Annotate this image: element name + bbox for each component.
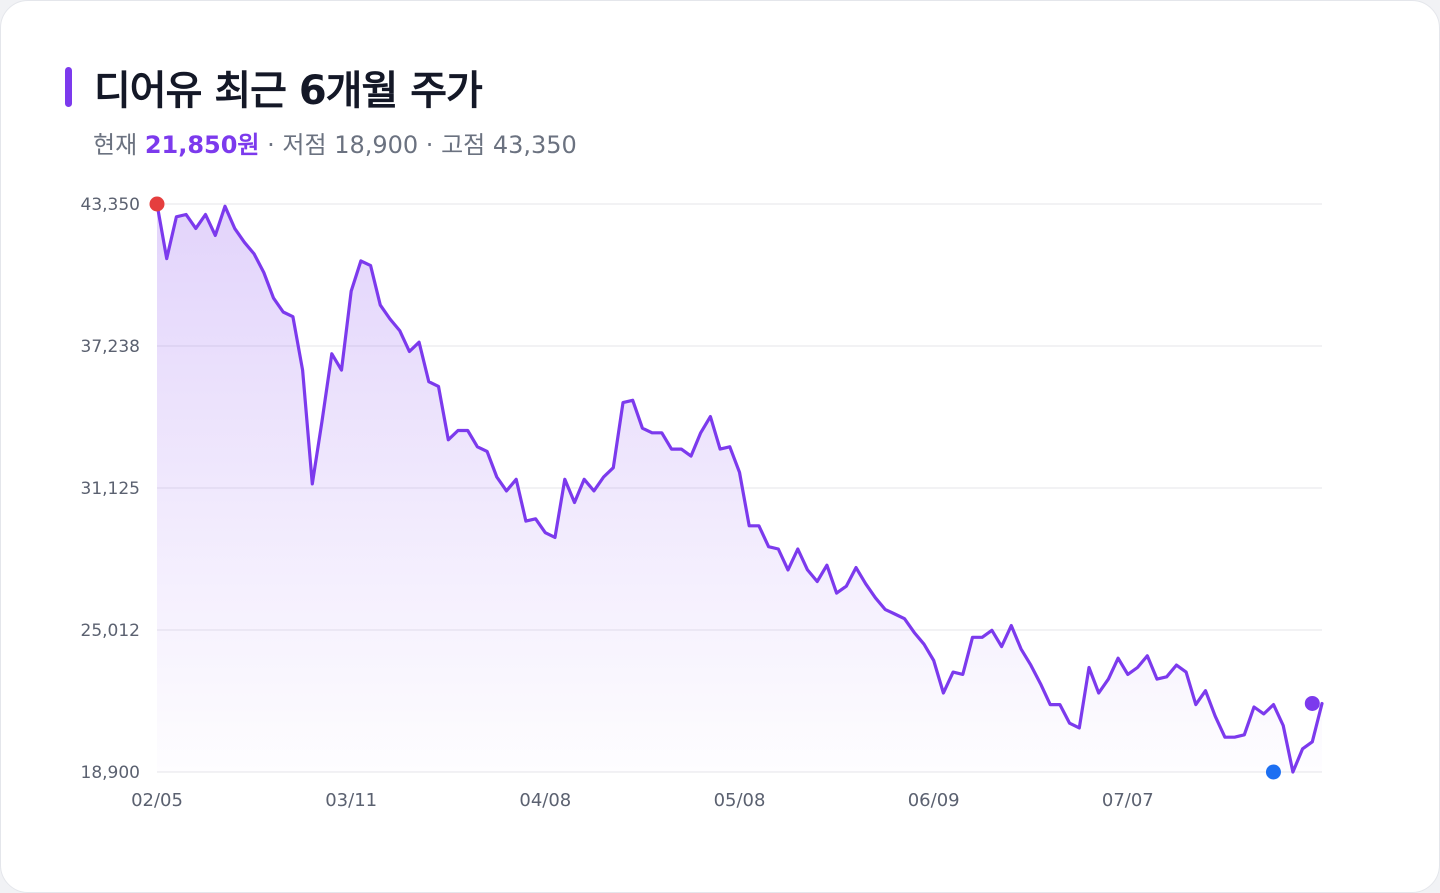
low-price: 저점 18,900 — [282, 131, 419, 159]
current-price: 21,850원 — [144, 131, 260, 159]
chart-title: 디어유 최근 6개월 주가 — [94, 68, 483, 114]
x-tick-label: 06/09 — [908, 790, 960, 811]
separator: · — [418, 131, 442, 159]
y-tick-label: 25,012 — [81, 621, 140, 641]
x-tick-label: 03/11 — [325, 790, 377, 811]
high-point-marker — [149, 196, 165, 212]
x-tick-label: 05/08 — [714, 790, 766, 811]
y-tick-label: 43,350 — [81, 195, 140, 215]
title-row: 디어유 최근 6개월 주가 — [65, 63, 483, 114]
title-accent-bar — [65, 67, 72, 107]
y-tick-label: 18,900 — [81, 763, 140, 783]
low-point-marker — [1265, 764, 1281, 780]
x-tick-label: 07/07 — [1102, 790, 1154, 811]
price-summary: 현재 21,850원 · 저점 18,900 · 고점 43,350 — [93, 125, 577, 160]
x-tick-label: 02/05 — [131, 790, 183, 811]
separator: · — [259, 131, 283, 159]
price-area-fill — [157, 204, 1322, 772]
y-tick-label: 31,125 — [81, 479, 140, 499]
y-tick-label: 37,238 — [81, 337, 140, 357]
price-line — [155, 202, 1324, 774]
x-tick-label: 04/08 — [519, 790, 571, 811]
current-point-marker — [1304, 695, 1320, 711]
high-price: 고점 43,350 — [441, 131, 577, 159]
current-label: 현재 — [93, 131, 138, 159]
